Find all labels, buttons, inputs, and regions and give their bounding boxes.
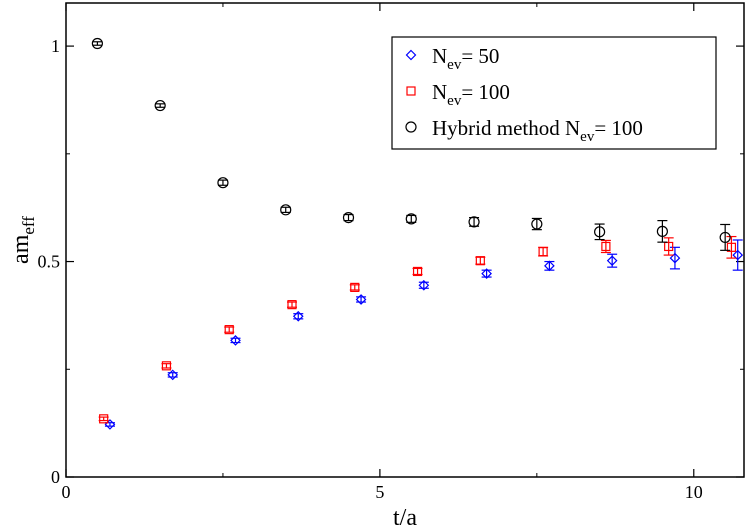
data-point-diamond bbox=[418, 279, 430, 291]
data-point-diamond bbox=[167, 369, 179, 381]
legend-label: Hybrid method Nev= 100 bbox=[432, 116, 643, 145]
data-point-diamond bbox=[544, 260, 555, 272]
legend-box bbox=[391, 36, 717, 150]
data-point-circle bbox=[656, 225, 668, 237]
data-point-diamond bbox=[292, 310, 304, 322]
axis-ticks: 0 5 10 0 0.5 1 bbox=[38, 3, 744, 502]
legend-label: Nev= 100 bbox=[432, 80, 510, 109]
y-axis-label-sub: eff bbox=[19, 216, 38, 235]
data-point-square bbox=[99, 414, 109, 424]
x-tick-label: 0 bbox=[62, 482, 71, 502]
legend-label-main: Hybrid method N bbox=[432, 116, 580, 140]
series-circle bbox=[91, 37, 731, 251]
x-tick-label: 5 bbox=[375, 482, 384, 502]
y-tick-label: 0.5 bbox=[38, 252, 61, 272]
legend-label-main: N bbox=[432, 44, 447, 68]
x-tick-label: 10 bbox=[685, 482, 703, 502]
legend-marker-square bbox=[406, 86, 416, 96]
data-point-circle bbox=[405, 213, 417, 225]
data-point-circle bbox=[280, 204, 292, 216]
data-point-diamond bbox=[669, 252, 681, 264]
y-axis-label-main: am bbox=[8, 234, 34, 264]
data-point-square bbox=[601, 241, 611, 252]
x-axis-label: t/a bbox=[393, 505, 417, 528]
data-point-circle bbox=[531, 218, 543, 230]
legend-label-value: = 100 bbox=[461, 80, 510, 104]
legend-label-sub: ev bbox=[580, 129, 595, 145]
data-point-circle bbox=[342, 211, 355, 224]
plot-frame bbox=[65, 2, 745, 478]
data-point-square bbox=[664, 241, 674, 252]
legend-label-value: = 50 bbox=[461, 44, 499, 68]
data-point-circle bbox=[154, 99, 166, 112]
y-tick-label: 1 bbox=[51, 36, 60, 56]
legend-label-main: N bbox=[432, 80, 447, 104]
data-point-circle bbox=[594, 226, 606, 238]
data-point-square bbox=[350, 282, 360, 292]
y-axis-label: ameff bbox=[8, 216, 38, 264]
data-point-circle bbox=[719, 231, 731, 244]
legend-marker-diamond bbox=[405, 49, 417, 61]
data-point-diamond bbox=[732, 249, 744, 261]
series-diamond bbox=[104, 239, 744, 430]
series-square bbox=[98, 235, 737, 424]
data-point-diamond bbox=[481, 268, 492, 279]
y-tick-label: 0 bbox=[51, 467, 60, 487]
data-point-square bbox=[161, 361, 172, 371]
legend-label-sub: ev bbox=[447, 93, 462, 109]
data-point-square bbox=[538, 247, 548, 257]
data-point-square bbox=[287, 300, 297, 310]
legend-marker-circle bbox=[405, 121, 417, 133]
data-point-diamond bbox=[606, 255, 618, 267]
data-point-circle bbox=[91, 37, 103, 50]
legend-label-sub: ev bbox=[447, 57, 462, 73]
legend-label: Nev= 50 bbox=[432, 44, 499, 73]
data-point-circle bbox=[468, 216, 480, 228]
data-point-circle bbox=[217, 177, 229, 189]
data-point-diamond bbox=[355, 294, 367, 305]
data-point-square bbox=[412, 266, 423, 277]
data-point-square bbox=[224, 325, 234, 335]
data-point-square bbox=[475, 256, 485, 266]
data-series bbox=[91, 37, 744, 430]
data-point-square bbox=[726, 242, 737, 252]
legend-label-value: = 100 bbox=[594, 116, 643, 140]
data-point-diamond bbox=[230, 335, 241, 346]
